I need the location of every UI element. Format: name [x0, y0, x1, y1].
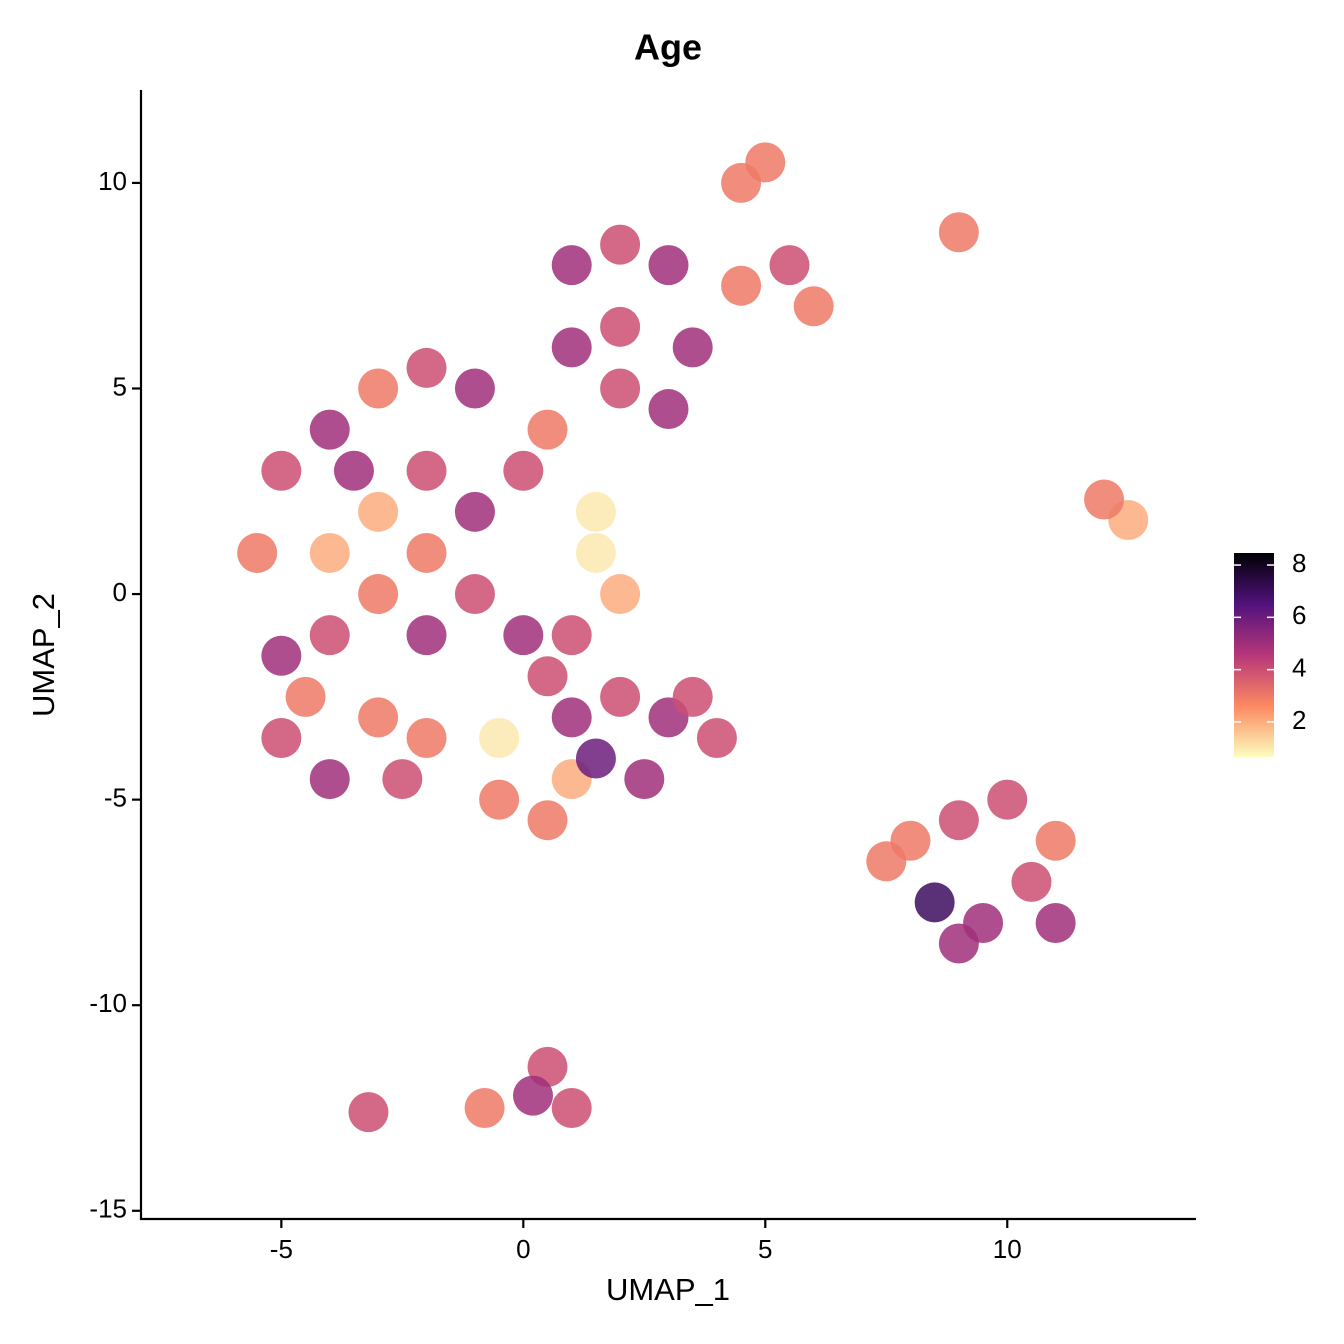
point [261, 450, 302, 491]
colorbar-tick-label: 8 [1292, 548, 1306, 578]
point [309, 532, 350, 573]
point [769, 245, 810, 286]
point [1035, 902, 1076, 943]
point [454, 491, 495, 532]
point [648, 389, 689, 430]
point [600, 574, 641, 615]
point [938, 212, 979, 253]
point [696, 717, 737, 758]
point [721, 265, 762, 306]
point [1035, 820, 1076, 861]
point [527, 409, 568, 450]
point [575, 532, 616, 573]
point [358, 574, 399, 615]
point [793, 286, 834, 327]
chart-title: Age [634, 27, 702, 68]
point [551, 615, 592, 656]
point [261, 717, 302, 758]
y-tick-label: -15 [89, 1194, 127, 1224]
y-tick-label: -5 [104, 783, 127, 813]
point [987, 779, 1028, 820]
point [512, 1075, 553, 1116]
y-tick-label: 5 [113, 371, 127, 401]
point [479, 779, 520, 820]
point [527, 800, 568, 841]
point [600, 368, 641, 409]
y-axis-label: UMAP_2 [26, 593, 61, 717]
point [914, 882, 955, 923]
x-tick-label: -5 [270, 1234, 293, 1264]
point [721, 162, 762, 203]
point [454, 574, 495, 615]
point [382, 759, 423, 800]
colorbar-tick-label: 4 [1292, 653, 1306, 683]
point [1011, 861, 1052, 902]
point [464, 1087, 505, 1128]
x-tick-label: 5 [758, 1234, 772, 1264]
point [348, 1092, 389, 1133]
point [358, 368, 399, 409]
point [333, 450, 374, 491]
colorbar-tick-label: 6 [1292, 600, 1306, 630]
point [672, 676, 713, 717]
point [406, 532, 447, 573]
point [406, 347, 447, 388]
point [938, 800, 979, 841]
point [551, 245, 592, 286]
colorbar-tick-label: 2 [1292, 705, 1306, 735]
y-tick-label: -10 [89, 988, 127, 1018]
point [406, 615, 447, 656]
x-axis-label: UMAP_1 [606, 1272, 730, 1307]
point [866, 841, 907, 882]
point [575, 491, 616, 532]
point [551, 327, 592, 368]
points [237, 142, 1149, 1133]
point [551, 1087, 592, 1128]
colorbar [1234, 553, 1274, 757]
point [672, 327, 713, 368]
y-tick-label: 0 [113, 577, 127, 607]
point [503, 615, 544, 656]
point [358, 491, 399, 532]
point [527, 656, 568, 697]
point [624, 759, 665, 800]
y-tick-label: 10 [98, 166, 127, 196]
point [406, 717, 447, 758]
point [600, 676, 641, 717]
point [358, 697, 399, 738]
point [261, 635, 302, 676]
point [237, 532, 278, 573]
point [1084, 479, 1125, 520]
point [551, 697, 592, 738]
point [600, 306, 641, 347]
point [600, 224, 641, 265]
x-tick-label: 0 [516, 1234, 530, 1264]
point [309, 615, 350, 656]
point [648, 245, 689, 286]
point [309, 759, 350, 800]
point [503, 450, 544, 491]
point [454, 368, 495, 409]
point [479, 717, 520, 758]
point [309, 409, 350, 450]
point [285, 676, 326, 717]
point [938, 923, 979, 964]
point [575, 738, 616, 779]
point [406, 450, 447, 491]
x-tick-label: 10 [993, 1234, 1022, 1264]
